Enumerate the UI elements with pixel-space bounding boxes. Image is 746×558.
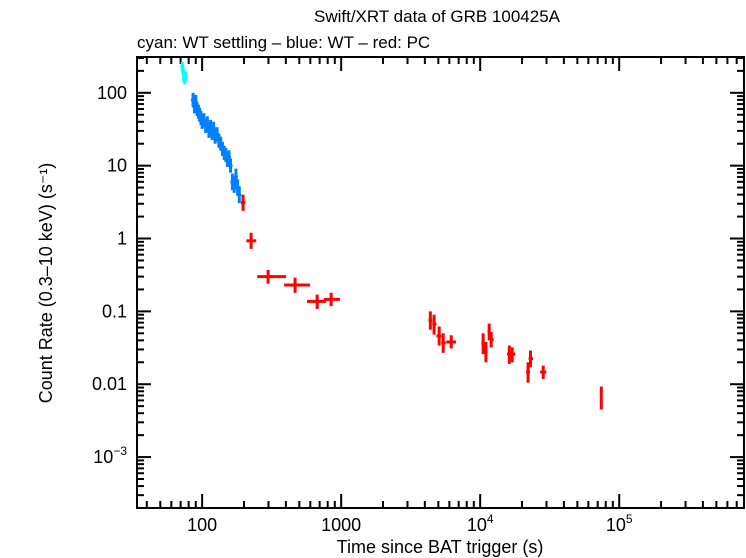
x-axis-label: Time since BAT trigger (s) <box>337 537 544 557</box>
x-tick-label-base: 1000 <box>321 515 361 535</box>
x-tick-label-base: 10 <box>467 515 487 535</box>
pc-point <box>284 277 311 293</box>
pc-point <box>489 332 494 348</box>
y-tick-label-base: 0.1 <box>102 301 127 321</box>
wt-point <box>233 168 238 186</box>
y-tick-label: 10−3 <box>93 444 127 467</box>
pc-point <box>487 323 491 341</box>
pc-point <box>528 350 534 368</box>
pc-point <box>481 333 485 354</box>
pc-point <box>526 362 530 383</box>
pc-point <box>428 311 433 330</box>
wt-point <box>237 186 242 203</box>
y-tick-label: 0.1 <box>102 301 127 321</box>
pc-point <box>441 333 446 353</box>
x-tick-label: 1000 <box>321 515 361 535</box>
x-tick-label: 104 <box>467 512 494 535</box>
y-tick-label: 0.01 <box>92 374 127 394</box>
y-tick-label: 1 <box>117 229 127 249</box>
y-tick-label-base: 10 <box>93 447 113 467</box>
wt-point <box>226 150 231 165</box>
y-tick-label-exponent: −3 <box>113 444 127 458</box>
pc-point <box>446 335 457 349</box>
wt-point <box>228 158 233 173</box>
pc-point <box>599 386 603 410</box>
y-tick-label: 100 <box>97 83 127 103</box>
y-axis-label: Count Rate (0.3–10 keV) (s⁻¹) <box>36 163 56 404</box>
pc-point <box>257 269 287 284</box>
x-tick-label-exponent: 5 <box>626 512 633 526</box>
pc-point <box>307 294 327 309</box>
x-tick-label: 100 <box>187 515 217 535</box>
x-tick-label: 105 <box>606 512 633 535</box>
chart-subtitle: cyan: WT settling – blue: WT – red: PC <box>137 33 430 52</box>
x-tick-label-base: 10 <box>606 515 626 535</box>
chart-title: Swift/XRT data of GRB 100425A <box>314 7 561 26</box>
x-tick-label-exponent: 4 <box>487 512 494 526</box>
pc-point <box>510 347 516 363</box>
y-tick-label-base: 100 <box>97 83 127 103</box>
data-marks <box>180 62 603 410</box>
pc-point <box>436 326 442 346</box>
y-tick-label-base: 1 <box>117 229 127 249</box>
pc-point <box>246 232 257 249</box>
wt-settling-point <box>183 71 188 81</box>
pc-point <box>240 194 246 211</box>
pc-point <box>540 365 547 379</box>
pc-point <box>323 292 340 307</box>
y-tick-label-base: 10 <box>107 156 127 176</box>
x-tick-label-base: 100 <box>187 515 217 535</box>
y-tick-label: 10 <box>107 156 127 176</box>
wt-point <box>205 116 210 131</box>
pc-point <box>484 341 488 363</box>
plot-frame <box>136 56 745 509</box>
pc-point <box>432 314 437 335</box>
y-tick-label-base: 0.01 <box>92 374 127 394</box>
